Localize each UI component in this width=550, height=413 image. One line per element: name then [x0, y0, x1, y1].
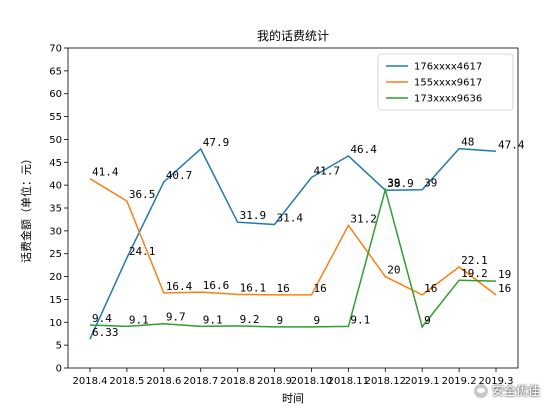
data-label: 9 [313, 314, 320, 327]
data-label: 9.4 [92, 312, 112, 325]
data-label: 46.4 [350, 143, 377, 156]
data-label: 16 [424, 282, 437, 295]
wechat-icon [473, 383, 488, 398]
data-label: 9.1 [129, 313, 149, 326]
legend-label-1: 176xxxx4617 [414, 62, 482, 73]
x-tick-label: 2019.1 [405, 376, 440, 387]
y-tick-label: 0 [56, 364, 62, 375]
y-tick-label: 60 [49, 89, 62, 100]
data-label: 39 [424, 177, 437, 190]
data-label: 24.1 [129, 245, 156, 258]
data-label: 9.1 [350, 313, 370, 326]
y-tick-label: 45 [49, 158, 62, 169]
y-tick-label: 40 [49, 181, 62, 192]
data-label: 16.6 [203, 279, 230, 292]
data-label: 41.7 [313, 164, 340, 177]
data-label: 16.1 [240, 281, 266, 294]
x-tick-label: 2018.6 [146, 376, 181, 387]
data-label: 9 [424, 314, 431, 327]
data-label: 19 [498, 268, 511, 281]
y-axis-label: 话费金额（单位：元） [19, 153, 33, 263]
y-tick-label: 50 [49, 135, 62, 146]
y-tick-label: 10 [49, 318, 62, 329]
data-label: 40.7 [166, 169, 193, 182]
x-tick-label: 2018.8 [220, 376, 255, 387]
x-tick-label: 2019.3 [479, 376, 514, 387]
data-label: 41.4 [92, 166, 119, 179]
data-label: 47.4 [498, 138, 525, 151]
data-label: 39 [387, 177, 400, 190]
x-axis-label: 时间 [282, 392, 304, 405]
y-tick-label: 25 [49, 249, 62, 260]
x-tick-label: 2018.11 [328, 376, 369, 387]
x-tick-label: 2019.2 [442, 376, 477, 387]
data-label: 16 [313, 282, 326, 295]
y-tick-label: 65 [49, 66, 62, 77]
data-label: 31.2 [350, 212, 377, 225]
x-tick-label: 2018.12 [365, 376, 406, 387]
data-label: 9.1 [203, 313, 223, 326]
x-tick-label: 2018.7 [183, 376, 218, 387]
data-label: 22.1 [461, 254, 488, 267]
chart-title: 我的话费统计 [257, 28, 329, 43]
legend-label-3: 173xxxx9636 [414, 94, 482, 105]
data-label: 9 [277, 314, 284, 327]
data-label: 16 [277, 282, 290, 295]
x-tick-label: 2018.10 [291, 376, 332, 387]
data-label: 48 [461, 136, 474, 149]
series-line-2 [89, 178, 497, 296]
legend-label-2: 155xxxx9617 [414, 78, 482, 89]
y-tick-label: 35 [49, 204, 62, 215]
data-label: 36.5 [129, 188, 156, 201]
y-tick-label: 15 [49, 295, 62, 306]
data-label: 20 [387, 264, 400, 277]
legend-box [377, 53, 514, 111]
data-label: 31.4 [277, 211, 304, 224]
y-tick-label: 70 [49, 44, 62, 55]
watermark-text: 安全优佳 [491, 384, 540, 398]
y-tick-label: 55 [49, 112, 62, 123]
x-tick-label: 2018.4 [73, 376, 108, 387]
series-line-3 [89, 186, 497, 329]
data-label: 9.2 [240, 313, 260, 326]
data-label: 16 [498, 282, 511, 295]
watermark: 安全优佳 [473, 382, 540, 399]
data-label: 6.33 [92, 326, 119, 339]
data-label: 47.9 [203, 136, 230, 149]
data-label: 38.9 [387, 177, 414, 190]
x-tick-label: 2018.5 [109, 376, 144, 387]
data-label: 9.7 [166, 311, 186, 324]
data-label: 16.4 [166, 280, 193, 293]
y-tick-label: 5 [56, 341, 62, 352]
y-tick-label: 20 [49, 272, 62, 283]
data-label: 19.2 [461, 267, 488, 280]
series-line-1 [89, 147, 497, 340]
data-label: 31.9 [240, 209, 266, 222]
x-tick-label: 2018.9 [257, 376, 292, 387]
y-tick-label: 30 [49, 226, 62, 237]
